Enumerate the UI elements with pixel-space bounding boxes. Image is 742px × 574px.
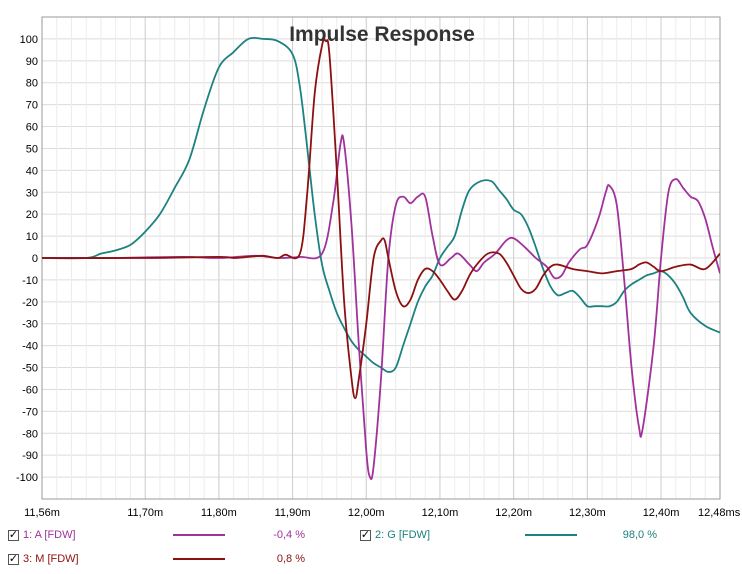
legend-item-3: ✓ 3: M [FDW] 0,8 % [8, 550, 305, 568]
legend-value: 0,8 % [276, 553, 305, 565]
y-tick-label: 10 [26, 231, 38, 243]
legend-label: 2: G [FDW] [375, 529, 430, 541]
legend-label: 3: M [FDW] [23, 553, 79, 565]
series-line-1 [42, 134, 720, 480]
x-tick-label: 11,80m [201, 507, 237, 519]
x-tick-label: 12,48ms [698, 507, 741, 519]
series-visibility-checkbox[interactable]: ✓ [360, 528, 371, 541]
y-tick-label: 60 [26, 122, 38, 134]
legend-label: 1: A [FDW] [23, 529, 76, 541]
x-tick-label: 12,10m [422, 507, 459, 519]
y-tick-label: 20 [26, 209, 38, 221]
y-tick-label: -30 [22, 319, 38, 331]
y-tick-label: 90 [26, 56, 38, 68]
y-tick-label: -70 [22, 406, 38, 418]
x-tick-label: 11,70m [127, 507, 163, 519]
series-layer [42, 36, 720, 480]
x-tick-label: 12,40m [643, 507, 680, 519]
legend-swatch [173, 558, 225, 560]
y-tick-label: -20 [22, 297, 38, 309]
y-tick-label: 80 [26, 78, 38, 90]
x-tick-label: 12,00m [348, 507, 385, 519]
x-tick-label: 11,90m [275, 507, 311, 519]
legend-value: -0,4 % [273, 529, 305, 541]
legend-swatch [173, 534, 225, 536]
y-tick-label: 30 [26, 187, 38, 199]
y-tick-label: -50 [22, 363, 38, 375]
legend-item-2: ✓ 2: G [FDW] 98,0 % [360, 526, 657, 544]
y-tick-label: -100 [16, 472, 38, 484]
x-tick-label: 12,30m [569, 507, 606, 519]
series-line-2 [42, 36, 720, 373]
chart-title: Impulse Response [289, 23, 475, 46]
y-tick-label: 0 [32, 253, 38, 265]
y-tick-label: 40 [26, 165, 38, 177]
series-visibility-checkbox[interactable]: ✓ [8, 552, 19, 565]
legend-value: 98,0 % [622, 529, 657, 541]
y-tick-label: -60 [22, 384, 38, 396]
y-tick-label: -90 [22, 450, 38, 462]
y-tick-label: 100 [20, 34, 38, 46]
y-tick-label: 70 [26, 100, 38, 112]
y-tick-label: -80 [22, 428, 38, 440]
y-tick-label: -40 [22, 341, 38, 353]
axes: 1009080706050403020100-10-20-30-40-50-60… [16, 16, 741, 519]
legend-swatch [525, 534, 577, 536]
x-tick-label: 11,56m [24, 507, 60, 519]
y-tick-label: -10 [22, 275, 38, 287]
y-tick-label: 50 [26, 143, 38, 155]
series-line-3 [42, 38, 720, 400]
x-tick-label: 12,20m [495, 507, 532, 519]
series-visibility-checkbox[interactable]: ✓ [8, 528, 19, 541]
legend-item-1: ✓ 1: A [FDW] -0,4 % [8, 526, 305, 544]
